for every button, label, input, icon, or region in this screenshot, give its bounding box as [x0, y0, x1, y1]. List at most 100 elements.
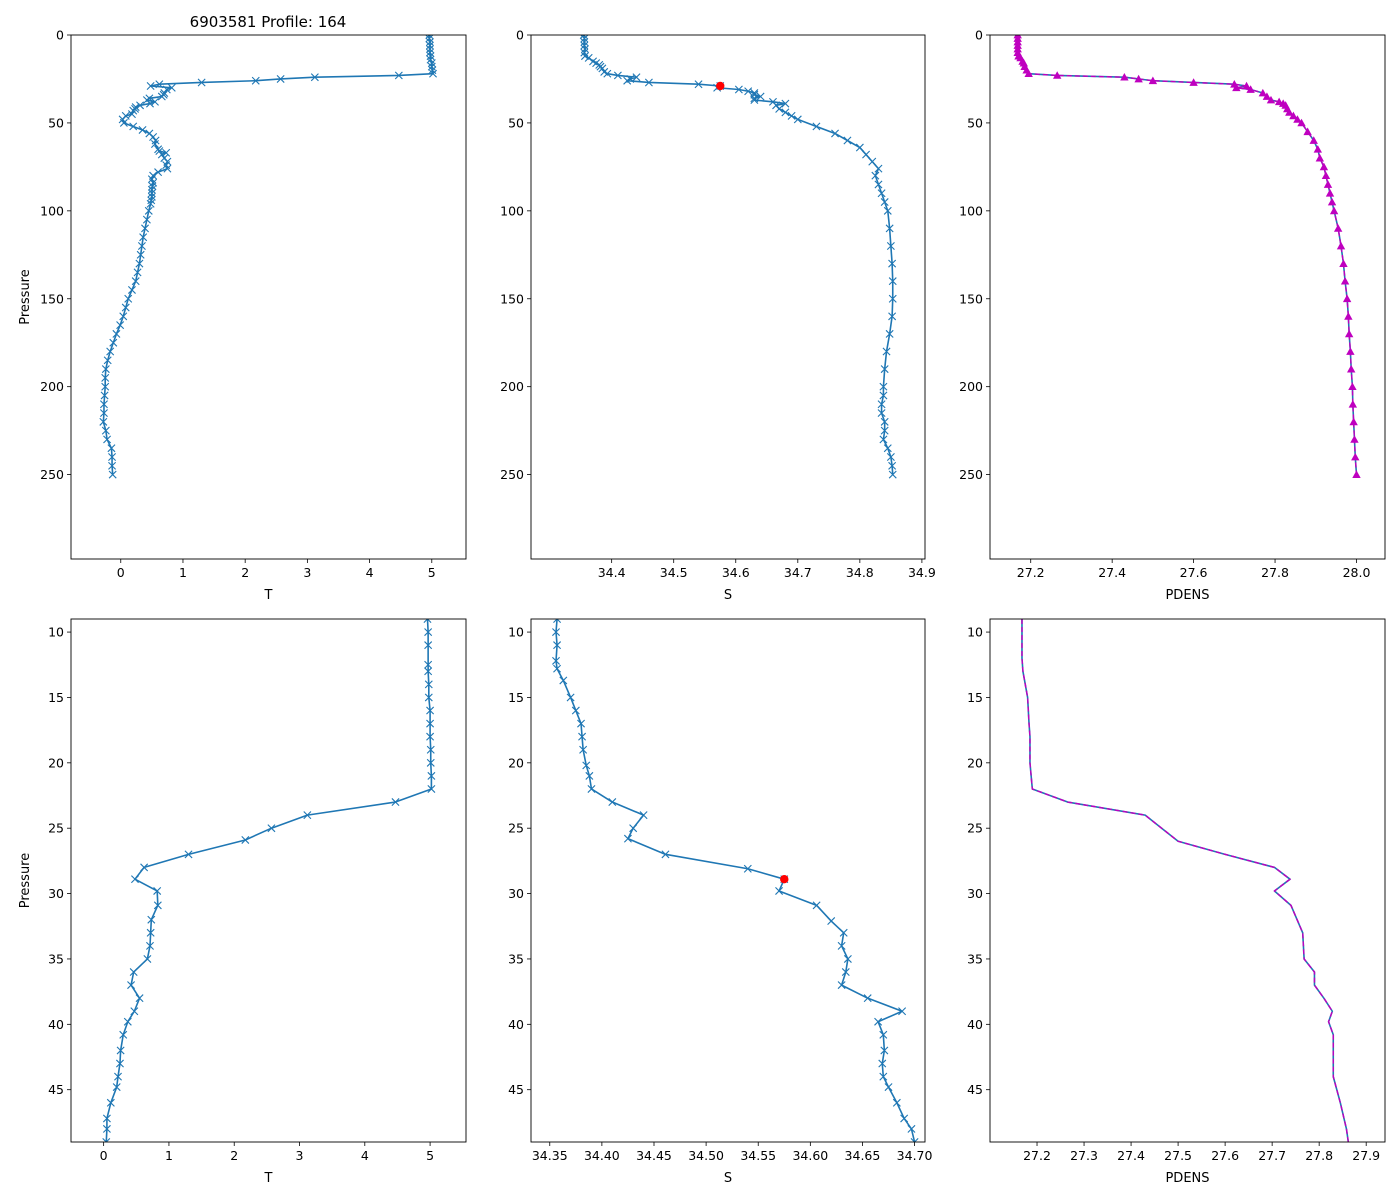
data-point: [1148, 76, 1158, 85]
y-tick-label: 50: [508, 115, 524, 130]
y-tick-label: 40: [48, 1017, 64, 1032]
data-point: [427, 771, 436, 780]
data-point: [141, 224, 150, 233]
data-point: [879, 1072, 888, 1081]
data-point: [661, 850, 670, 859]
data-point: [1052, 71, 1062, 79]
data-point: [623, 834, 632, 843]
data-point: [1189, 78, 1198, 86]
data-point: [162, 148, 171, 157]
x-axis-label: S: [724, 1171, 732, 1186]
x-tick-label: 2: [241, 565, 249, 580]
y-tick-label: 200: [40, 379, 64, 394]
data-point: [426, 758, 435, 767]
data-point: [146, 99, 154, 108]
panel-bottom-PDENS: 27.2 27.3 27.4 27.5 27.6 27.7 27.8 27.9 10 15 20 25…: [967, 618, 1386, 1186]
y-tick-label: 25: [508, 821, 524, 836]
data-point: [107, 444, 116, 453]
data-point: [425, 38, 434, 47]
y-tick-label: 100: [500, 203, 524, 218]
data-point: [108, 461, 117, 470]
data-point: [888, 461, 897, 470]
data-point: [879, 391, 888, 400]
data-point: [580, 38, 589, 47]
y-axis-label: Pressure: [18, 853, 33, 909]
y-tick-label: 40: [967, 1017, 983, 1032]
x-tick-label: 27.6: [1180, 565, 1208, 580]
x-tick-label: 5: [428, 565, 436, 580]
x-tick-label: 5: [426, 1148, 434, 1163]
data-point: [276, 74, 285, 83]
data-point: [888, 294, 897, 303]
data-point: [1348, 400, 1358, 408]
y-tick-label: 25: [967, 821, 983, 836]
data-point: [559, 676, 568, 685]
y-tick-label: 50: [967, 115, 983, 130]
x-tick-label: 27.2: [1017, 565, 1045, 580]
x-tick-label: 0: [100, 1148, 108, 1163]
data-point: [613, 71, 622, 80]
data-point: [1313, 145, 1323, 153]
x-tick-label: 27.6: [1211, 1148, 1239, 1163]
data-point: [843, 954, 852, 963]
data-point: [553, 664, 562, 673]
x-tick-label: 34.6: [722, 565, 750, 580]
data-point: [127, 110, 136, 119]
y-tick-label: 20: [508, 755, 524, 770]
data-point: [426, 706, 435, 715]
data-point: [552, 656, 561, 665]
data-point: [880, 365, 889, 374]
data-point: [883, 206, 892, 215]
data-point: [775, 104, 784, 113]
data-point: [1013, 48, 1022, 56]
data-point: [775, 886, 784, 895]
data-point: [812, 122, 821, 131]
data-point: [879, 435, 888, 444]
y-tick-label: 30: [508, 886, 524, 901]
data-point: [587, 784, 596, 793]
data-point: [1262, 92, 1272, 100]
data-point: [880, 1046, 889, 1055]
highlight-point: [716, 81, 725, 91]
data-point: [888, 470, 897, 479]
data-point: [131, 277, 140, 286]
data-point: [1134, 74, 1143, 83]
data-point: [874, 164, 883, 173]
data-point: [880, 417, 889, 426]
data-point: [150, 140, 159, 149]
data-point: [99, 409, 108, 418]
data-point: [116, 321, 125, 330]
data-point: [146, 941, 154, 950]
x-tick-label: 3: [296, 1148, 304, 1163]
data-point: [1352, 470, 1361, 478]
data-point: [109, 338, 118, 347]
data-point: [883, 444, 892, 453]
data-point: [103, 435, 112, 444]
data-point: [1336, 241, 1346, 250]
data-point: [827, 917, 836, 926]
data-point: [1019, 58, 1028, 67]
data-point: [744, 87, 753, 96]
x-axis-label: T: [264, 1171, 273, 1186]
x-tick-label: 27.8: [1305, 1148, 1333, 1163]
panel-top-PDENS: 27.2 27.4 27.6 27.8 28.0 0 50 100 150 200 250 PDENS: [959, 28, 1386, 603]
y-tick-label: 15: [48, 690, 64, 705]
data-point: [603, 69, 612, 78]
panel-top-S: 34.4 34.5 34.6 34.7 34.8 34.9 0 50 100 150 200 250 S: [500, 28, 936, 604]
data-point: [1339, 259, 1348, 267]
data-point: [163, 164, 172, 173]
data-point: [578, 732, 587, 741]
y-tick-label: 150: [40, 291, 64, 306]
data-point: [874, 1017, 883, 1026]
data-point: [1351, 452, 1360, 461]
data-point: [162, 85, 171, 94]
x-tick-label: 34.35: [532, 1148, 568, 1163]
y-tick-label: 30: [967, 886, 983, 901]
x-axis-label: S: [724, 588, 732, 603]
series-top-T: [99, 35, 438, 479]
data-point: [855, 143, 864, 152]
data-point: [1297, 118, 1306, 127]
data-point: [1348, 382, 1357, 391]
data-point: [121, 303, 130, 312]
